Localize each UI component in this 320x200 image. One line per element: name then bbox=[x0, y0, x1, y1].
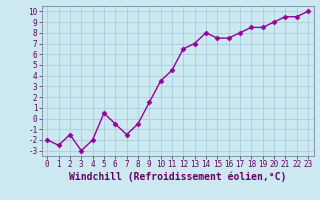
X-axis label: Windchill (Refroidissement éolien,°C): Windchill (Refroidissement éolien,°C) bbox=[69, 172, 286, 182]
